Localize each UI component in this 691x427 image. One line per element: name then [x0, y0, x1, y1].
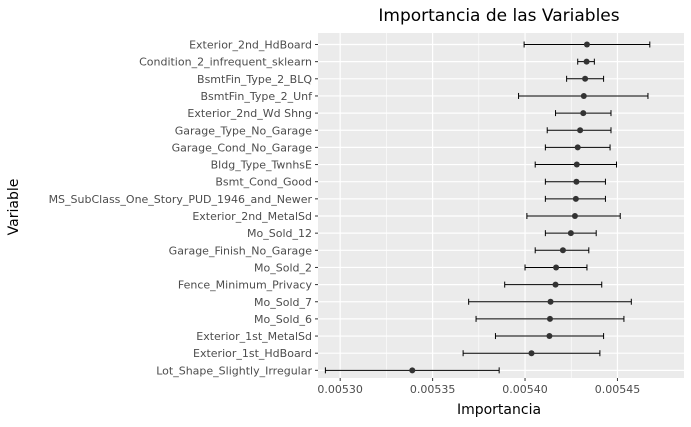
data-point-group	[577, 58, 595, 65]
y-tick-label: Exterior_2nd_Wd Shng	[187, 107, 312, 120]
data-point	[580, 92, 587, 99]
y-tick-label: BsmtFin_Type_2_Unf	[200, 90, 313, 103]
y-tick-label: Lot_Shape_Slightly_Irregular	[156, 364, 312, 377]
y-tick-label: Exterior_1st_MetalSd	[196, 330, 312, 343]
data-point	[582, 75, 589, 82]
data-point	[547, 298, 554, 305]
y-tick-labels: Exterior_2nd_HdBoard Condition_2_infreque…	[49, 39, 318, 377]
data-point-group	[544, 144, 611, 151]
data-point-group	[475, 315, 625, 322]
y-tick-label: Mo_Sold_6	[254, 313, 312, 326]
y-tick-label: Garage_Cond_No_Garage	[172, 141, 313, 154]
data-point-group	[526, 213, 621, 219]
data-marks	[324, 41, 651, 374]
data-point-group	[546, 127, 612, 134]
data-point	[559, 247, 566, 254]
data-point-group	[518, 92, 649, 99]
y-tick-label: Exterior_2nd_MetalSd	[192, 210, 312, 223]
data-point	[546, 333, 553, 340]
x-tick-labels: 0.00530 0.00535 0.00540 0.00545	[317, 378, 640, 396]
data-point	[571, 213, 578, 219]
data-point-group	[544, 195, 606, 202]
y-tick-label: Fence_Minimum_Privacy	[178, 279, 313, 292]
data-point	[572, 195, 579, 202]
data-point	[546, 315, 553, 322]
x-tick-label: 0.00530	[317, 383, 363, 396]
plot-panel	[318, 33, 684, 378]
x-tick-label: 0.00540	[502, 383, 548, 396]
y-tick-label: Exterior_2nd_HdBoard	[189, 39, 312, 52]
y-tick-label: MS_SubClass_One_Story_PUD_1946_and_Newer	[49, 193, 313, 206]
y-tick-label: Mo_Sold_12	[247, 227, 312, 240]
data-point	[573, 178, 580, 185]
y-axis-label: Variable	[6, 179, 22, 236]
y-tick-label: Exterior_1st_HdBoard	[193, 347, 312, 360]
x-tick-label: 0.00535	[410, 383, 456, 396]
data-point-group	[462, 350, 601, 357]
y-tick-label: Bsmt_Cond_Good	[215, 176, 312, 189]
chart-title: Importancia de las Variables	[378, 6, 619, 26]
y-tick-label: Garage_Type_No_Garage	[175, 124, 313, 137]
data-point-group	[324, 367, 500, 374]
x-axis-label: Importancia	[457, 402, 541, 418]
data-point-group	[494, 333, 605, 340]
y-tick-label: Mo_Sold_2	[254, 261, 312, 274]
data-point	[580, 110, 587, 117]
data-point	[553, 264, 560, 271]
data-point-group	[555, 110, 612, 117]
data-point	[567, 230, 574, 237]
data-point-group	[566, 75, 605, 82]
data-point-group	[504, 281, 603, 288]
y-tick-label: Condition_2_infrequent_sklearn	[139, 56, 312, 69]
data-point	[583, 41, 590, 48]
data-point-group	[544, 230, 597, 237]
y-tick-label: Mo_Sold_7	[254, 296, 312, 309]
data-point	[552, 281, 559, 288]
x-tick-label: 0.00545	[595, 383, 641, 396]
data-point-group	[523, 41, 651, 48]
data-point	[573, 161, 580, 168]
data-point-group	[534, 161, 618, 168]
y-tick-label: Bldg_Type_TwnhsE	[211, 159, 312, 172]
data-point	[574, 144, 581, 151]
data-point	[583, 58, 590, 65]
data-point	[528, 350, 535, 357]
data-point	[409, 367, 416, 374]
data-point-group	[534, 247, 590, 254]
y-tick-label: Garage_Finish_No_Garage	[169, 244, 313, 257]
data-point-group	[524, 264, 588, 271]
data-point	[577, 127, 584, 134]
y-tick-label: BsmtFin_Type_2_BLQ	[197, 73, 312, 86]
data-point-group	[468, 298, 632, 305]
data-point-group	[544, 178, 606, 185]
